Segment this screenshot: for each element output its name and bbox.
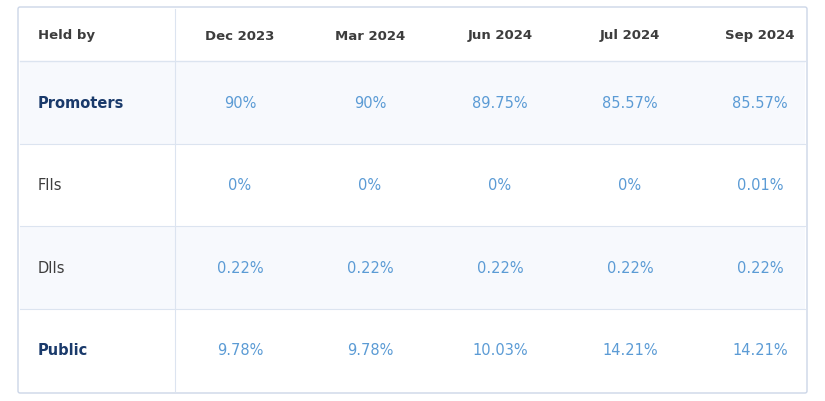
Text: 0.22%: 0.22% bbox=[346, 260, 394, 275]
Text: Dec 2023: Dec 2023 bbox=[205, 29, 275, 43]
Text: Jul 2024: Jul 2024 bbox=[600, 29, 660, 43]
Text: 0%: 0% bbox=[229, 178, 252, 193]
Text: 0.22%: 0.22% bbox=[477, 260, 523, 275]
Text: 85.57%: 85.57% bbox=[602, 95, 658, 110]
Bar bbox=[20, 10, 805, 62]
Text: 85.57%: 85.57% bbox=[733, 95, 788, 110]
Text: 0.22%: 0.22% bbox=[737, 260, 783, 275]
Bar bbox=[20, 309, 805, 391]
Text: 0%: 0% bbox=[488, 178, 512, 193]
Text: 90%: 90% bbox=[354, 95, 386, 110]
Text: 0.01%: 0.01% bbox=[737, 178, 783, 193]
Text: 0%: 0% bbox=[358, 178, 381, 193]
Text: 0.22%: 0.22% bbox=[606, 260, 653, 275]
Text: FIIs: FIIs bbox=[38, 178, 63, 193]
Text: 9.78%: 9.78% bbox=[217, 342, 263, 357]
Text: 0%: 0% bbox=[619, 178, 642, 193]
Text: 89.75%: 89.75% bbox=[472, 95, 528, 110]
Text: Jun 2024: Jun 2024 bbox=[468, 29, 533, 43]
Text: Public: Public bbox=[38, 342, 88, 357]
Bar bbox=[20, 62, 805, 144]
Bar bbox=[20, 227, 805, 309]
Text: 14.21%: 14.21% bbox=[602, 342, 658, 357]
Text: DIIs: DIIs bbox=[38, 260, 65, 275]
Text: Mar 2024: Mar 2024 bbox=[335, 29, 405, 43]
Text: 0.22%: 0.22% bbox=[217, 260, 263, 275]
Text: Held by: Held by bbox=[38, 29, 95, 43]
Text: 14.21%: 14.21% bbox=[733, 342, 788, 357]
Text: 10.03%: 10.03% bbox=[472, 342, 528, 357]
Text: 90%: 90% bbox=[224, 95, 257, 110]
FancyBboxPatch shape bbox=[18, 8, 807, 393]
Text: Promoters: Promoters bbox=[38, 95, 125, 110]
Text: Sep 2024: Sep 2024 bbox=[725, 29, 794, 43]
Text: 9.78%: 9.78% bbox=[346, 342, 394, 357]
Bar bbox=[20, 144, 805, 227]
